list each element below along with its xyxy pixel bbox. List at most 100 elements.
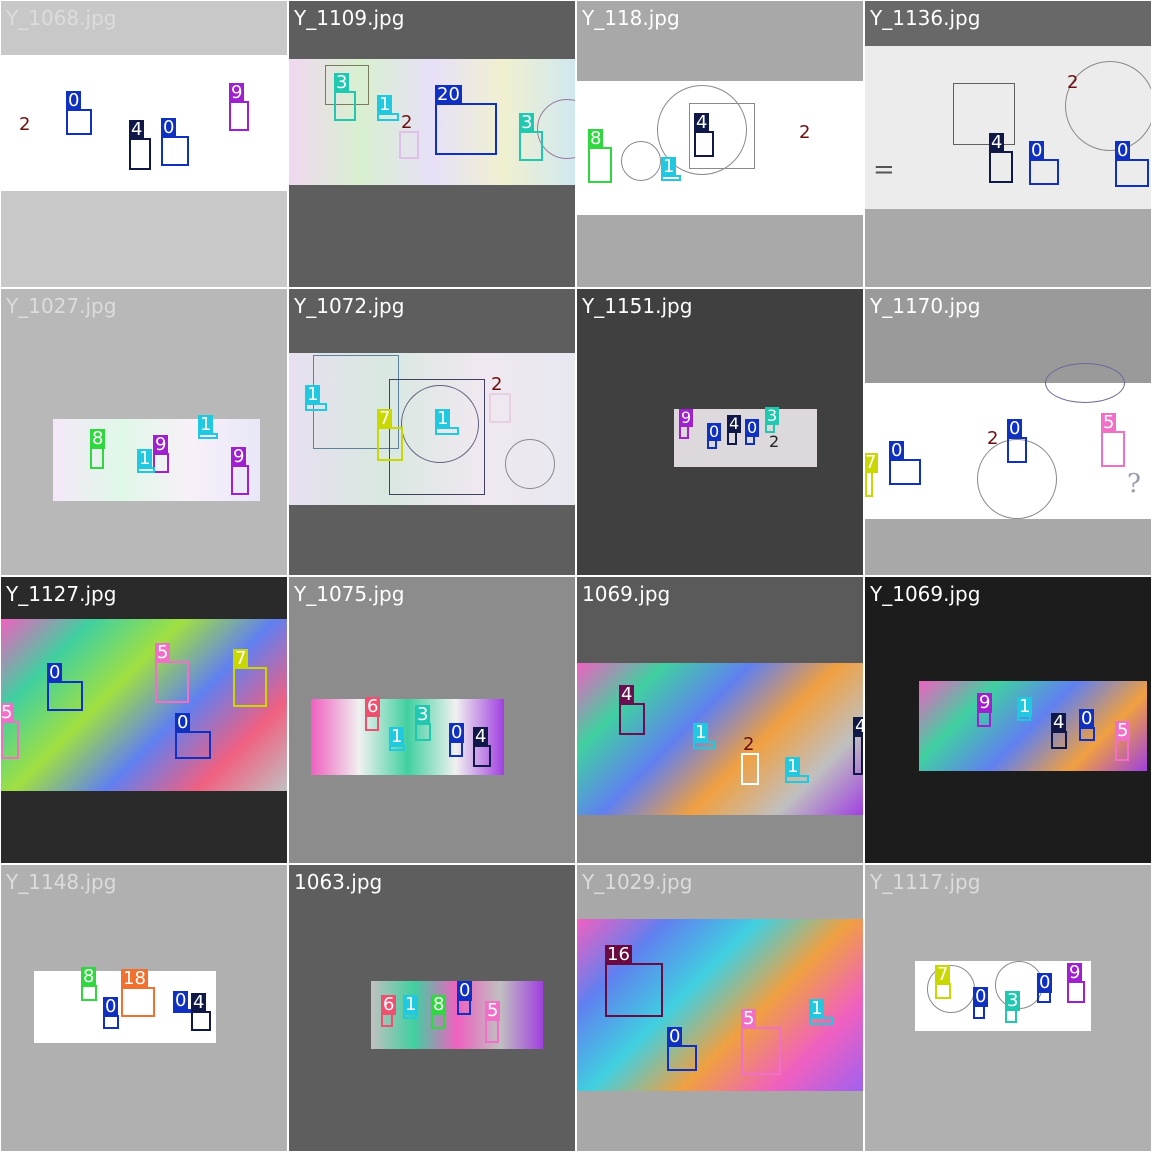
box-label-2: 2 <box>741 735 759 785</box>
box-label: 5 <box>1115 720 1131 741</box>
box-label: 0 <box>1079 708 1095 729</box>
tile-y-1151[interactable]: Y_1151.jpg 9 0 4 0 3 2 <box>577 289 863 575</box>
box-label: 9 <box>679 408 694 427</box>
box-label-4: 4 <box>694 113 714 157</box>
box-label: 3 <box>519 112 535 133</box>
box-label-5: 5 <box>1 703 19 759</box>
tile-title: Y_1117.jpg <box>870 870 981 894</box>
tile-title: Y_1151.jpg <box>582 294 693 318</box>
tile-y-118[interactable]: Y_118.jpg 8 1 4 2 <box>577 1 863 287</box>
tile-y-1075[interactable]: Y_1075.jpg 6 3 1 0 4 <box>289 577 575 863</box>
tile-1063[interactable]: 1063.jpg 6 1 8 0 5 <box>289 865 575 1151</box>
box-label: 0 <box>66 90 82 111</box>
tile-title: Y_1075.jpg <box>294 582 405 606</box>
box-label: 1 <box>137 448 153 469</box>
box-label: 4 <box>619 684 635 705</box>
tile-y-1127[interactable]: Y_1127.jpg 0 5 7 5 0 <box>1 577 287 863</box>
box-label-2: 2 <box>985 429 1009 477</box>
box-label-8: 8 <box>588 129 612 183</box>
box-label-2: 2 <box>399 113 419 159</box>
box-label: 0 <box>1037 972 1053 993</box>
box-label-7: 7 <box>865 453 879 497</box>
tile-y-1069[interactable]: Y_1069.jpg 9 1 4 0 5 <box>865 577 1151 863</box>
box-label: 2 <box>491 374 503 395</box>
tile-y-1117[interactable]: Y_1117.jpg 7 0 3 0 9 <box>865 865 1151 1151</box>
box-label-1: 1 <box>785 757 809 783</box>
box-label: 2 <box>987 428 999 449</box>
tile-y-1068[interactable]: Y_1068.jpg 2 0 4 0 9 <box>1 1 287 287</box>
tile-y-1170[interactable]: ? Y_1170.jpg 7 0 2 0 5 <box>865 289 1151 575</box>
box-label: 9 <box>231 446 247 467</box>
image-band <box>311 699 504 775</box>
box-label-0: 0 <box>173 991 191 1013</box>
box-label: 2 <box>401 112 413 133</box>
box-label: 4 <box>129 119 145 140</box>
tile-1069[interactable]: 1069.jpg 4 1 2 1 4 <box>577 577 863 863</box>
box-label-9: 9 <box>229 83 249 131</box>
box-label-0: 0 <box>1079 709 1095 741</box>
tile-y-1136[interactable]: = Y_1136.jpg 2 4 0 0 <box>865 1 1151 287</box>
box-label: 18 <box>121 968 148 989</box>
image-band <box>919 681 1147 771</box>
tile-title: Y_1127.jpg <box>6 582 117 606</box>
box-label-5: 5 <box>1115 721 1131 761</box>
drawn-square-shape <box>325 65 369 105</box>
box-label: 7 <box>935 964 951 985</box>
box-label-1: 1 <box>305 385 327 411</box>
box-label: 4 <box>853 717 863 737</box>
box-label-4: 4 <box>989 133 1013 183</box>
box-label-4: 4 <box>473 727 491 767</box>
image-band <box>577 1 863 81</box>
tile-y-1027[interactable]: Y_1027.jpg 8 9 1 1 9 <box>1 289 287 575</box>
box-label: 4 <box>1051 712 1067 733</box>
box-label: 2 <box>1067 72 1079 93</box>
box-label-5: 5 <box>155 643 189 703</box>
tile-y-1148[interactable]: Y_1148.jpg 8 18 0 0 4 <box>1 865 287 1151</box>
box-label: 0 <box>1007 418 1023 439</box>
box-label: 1 <box>305 384 321 405</box>
box-label-1: 1 <box>377 95 399 121</box>
box-label-1: 1 <box>137 449 155 473</box>
box-label: 1 <box>435 408 451 429</box>
tile-y-1109[interactable]: Y_1109.jpg 3 1 2 20 3 <box>289 1 575 287</box>
tile-title: Y_1136.jpg <box>870 6 981 30</box>
box-label: 1 <box>809 998 825 1019</box>
box-label-0: 0 <box>1115 141 1149 187</box>
box-label: 7 <box>233 648 249 669</box>
box-label: 1 <box>661 156 677 177</box>
tile-y-1029[interactable]: Y_1029.jpg 16 5 1 0 <box>577 865 863 1151</box>
box-label: 0 <box>175 712 191 733</box>
tile-title: Y_1148.jpg <box>6 870 117 894</box>
tile-title: Y_1072.jpg <box>294 294 405 318</box>
box-label: 2 <box>743 734 755 755</box>
box-label: 6 <box>381 994 397 1015</box>
box-label-0: 0 <box>1029 141 1059 185</box>
drawn-circle-shape <box>977 439 1057 519</box>
box-label: 3 <box>765 406 780 425</box>
box-label: 9 <box>1067 962 1083 983</box>
box-label-3: 3 <box>415 705 431 741</box>
box-label: 1 <box>377 94 393 115</box>
box-label: 0 <box>457 980 473 1001</box>
drawn-question-glyph: ? <box>1127 469 1141 499</box>
tile-title: 1069.jpg <box>582 582 671 606</box>
box-label-3: 3 <box>765 407 780 433</box>
box-label-1: 1 <box>693 723 715 749</box>
box-label-1: 1 <box>1017 697 1033 721</box>
box-label: 8 <box>588 128 604 149</box>
box-label-18: 18 <box>121 969 155 1017</box>
box-label-9: 9 <box>1067 963 1085 1003</box>
box-label-1: 1 <box>809 999 833 1025</box>
box-label-2: 2 <box>767 433 779 461</box>
box-label-5: 5 <box>485 1001 501 1043</box>
box-label-0: 0 <box>667 1027 697 1071</box>
box-label-3: 3 <box>519 113 543 161</box>
box-label: 8 <box>90 428 106 449</box>
box-label-4: 4 <box>191 993 211 1031</box>
tile-y-1072[interactable]: Y_1072.jpg 1 7 1 2 <box>289 289 575 575</box>
box-label-9: 9 <box>977 693 993 727</box>
box-label: 5 <box>1101 412 1117 433</box>
box-label-4: 4 <box>129 120 151 170</box>
box-label: 1 <box>693 722 709 743</box>
box-label-4: 4 <box>853 717 863 775</box>
